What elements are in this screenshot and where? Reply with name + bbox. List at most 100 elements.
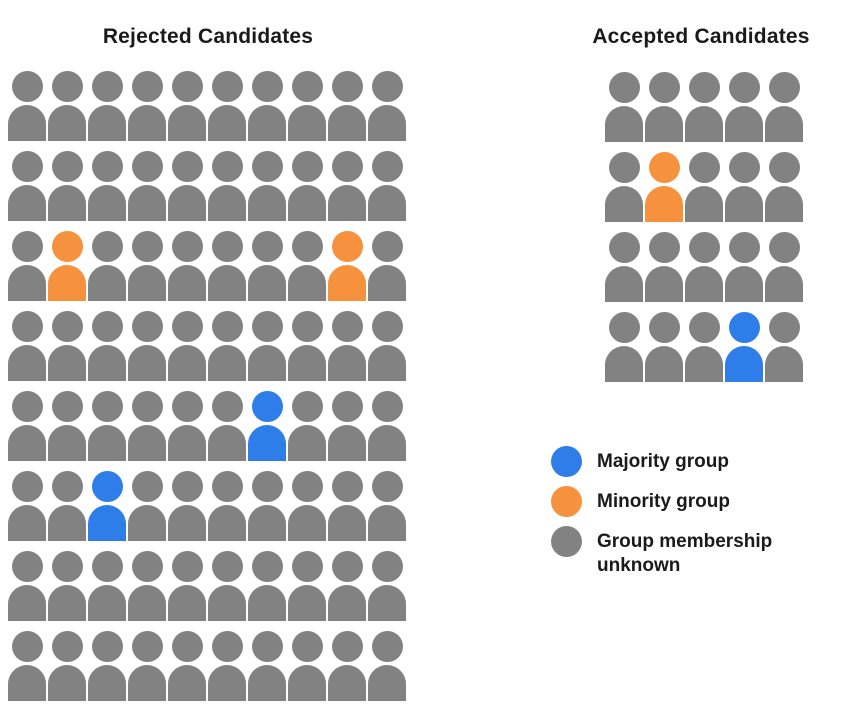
person-icon-unknown: [8, 631, 46, 701]
accepted-candidates-title: Accepted Candidates: [592, 25, 810, 48]
person-icon-majority: [88, 471, 126, 541]
person-icon-unknown: [248, 311, 286, 381]
person-icon-unknown: [328, 71, 366, 141]
person-icon-unknown: [8, 311, 46, 381]
person-icon-unknown: [248, 71, 286, 141]
person-icon-unknown: [208, 471, 246, 541]
legend-label-minority: Minority group: [597, 491, 730, 512]
person-icon-unknown: [725, 72, 763, 142]
person-icon-unknown: [168, 311, 206, 381]
person-icon-unknown: [168, 471, 206, 541]
person-icon-unknown: [8, 71, 46, 141]
person-icon-unknown: [88, 551, 126, 621]
person-icon-unknown: [248, 151, 286, 221]
person-icon-minority: [645, 152, 683, 222]
legend-label-majority: Majority group: [597, 451, 729, 472]
person-icon-unknown: [88, 311, 126, 381]
person-icon-unknown: [168, 151, 206, 221]
person-icon-unknown: [88, 631, 126, 701]
person-icon-majority: [725, 312, 763, 382]
person-icon-unknown: [725, 152, 763, 222]
person-icon-unknown: [645, 72, 683, 142]
person-icon-unknown: [48, 151, 86, 221]
person-icon-unknown: [328, 631, 366, 701]
person-icon-unknown: [168, 631, 206, 701]
person-icon-unknown: [368, 71, 406, 141]
person-icon-unknown: [88, 71, 126, 141]
legend: Majority group Minority group Group memb…: [551, 446, 812, 578]
person-icon-unknown: [605, 152, 643, 222]
person-icon-unknown: [128, 471, 166, 541]
person-icon-unknown: [168, 231, 206, 301]
person-icon-unknown: [368, 391, 406, 461]
legend-item-unknown: Group membership unknown: [551, 526, 812, 578]
person-icon-unknown: [328, 311, 366, 381]
person-icon-unknown: [248, 231, 286, 301]
person-icon-unknown: [128, 551, 166, 621]
legend-item-minority: Minority group: [551, 486, 812, 517]
minority-group-swatch-icon: [551, 486, 582, 517]
person-icon-unknown: [208, 71, 246, 141]
person-icon-unknown: [288, 151, 326, 221]
person-icon-unknown: [208, 551, 246, 621]
rejected-candidates-grid: [7, 71, 407, 707]
person-icon-unknown: [208, 151, 246, 221]
person-icon-unknown: [248, 551, 286, 621]
person-icon-unknown: [8, 151, 46, 221]
person-icon-unknown: [48, 311, 86, 381]
person-icon-unknown: [248, 631, 286, 701]
person-icon-unknown: [48, 631, 86, 701]
person-icon-unknown: [765, 72, 803, 142]
person-icon-unknown: [128, 391, 166, 461]
person-icon-unknown: [8, 391, 46, 461]
person-icon-unknown: [208, 311, 246, 381]
person-icon-unknown: [168, 71, 206, 141]
person-icon-unknown: [48, 471, 86, 541]
person-icon-unknown: [368, 311, 406, 381]
person-icon-unknown: [48, 551, 86, 621]
person-icon-unknown: [368, 231, 406, 301]
majority-group-swatch-icon: [551, 446, 582, 477]
person-icon-unknown: [128, 311, 166, 381]
person-icon-unknown: [685, 72, 723, 142]
person-icon-unknown: [288, 71, 326, 141]
person-icon-unknown: [168, 551, 206, 621]
person-icon-unknown: [368, 471, 406, 541]
person-icon-unknown: [288, 391, 326, 461]
person-icon-unknown: [685, 152, 723, 222]
person-icon-unknown: [725, 232, 763, 302]
person-icon-unknown: [288, 551, 326, 621]
accepted-candidates-grid: [604, 72, 804, 392]
person-icon-unknown: [645, 312, 683, 382]
person-icon-unknown: [765, 312, 803, 382]
person-icon-unknown: [328, 551, 366, 621]
person-icon-unknown: [685, 312, 723, 382]
person-icon-unknown: [208, 231, 246, 301]
person-icon-unknown: [128, 151, 166, 221]
person-icon-unknown: [368, 631, 406, 701]
person-icon-unknown: [288, 311, 326, 381]
person-icon-minority: [328, 231, 366, 301]
person-icon-unknown: [208, 631, 246, 701]
person-icon-unknown: [605, 312, 643, 382]
person-icon-unknown: [88, 231, 126, 301]
person-icon-unknown: [765, 232, 803, 302]
person-icon-majority: [248, 391, 286, 461]
person-icon-unknown: [88, 151, 126, 221]
person-icon-unknown: [645, 232, 683, 302]
person-icon-unknown: [248, 471, 286, 541]
person-icon-minority: [48, 231, 86, 301]
person-icon-unknown: [128, 631, 166, 701]
person-icon-unknown: [288, 631, 326, 701]
person-icon-unknown: [368, 151, 406, 221]
person-icon-unknown: [685, 232, 723, 302]
person-icon-unknown: [368, 551, 406, 621]
person-icon-unknown: [128, 231, 166, 301]
person-icon-unknown: [48, 71, 86, 141]
person-icon-unknown: [208, 391, 246, 461]
person-icon-unknown: [328, 471, 366, 541]
person-icon-unknown: [605, 232, 643, 302]
person-icon-unknown: [128, 71, 166, 141]
person-icon-unknown: [765, 152, 803, 222]
